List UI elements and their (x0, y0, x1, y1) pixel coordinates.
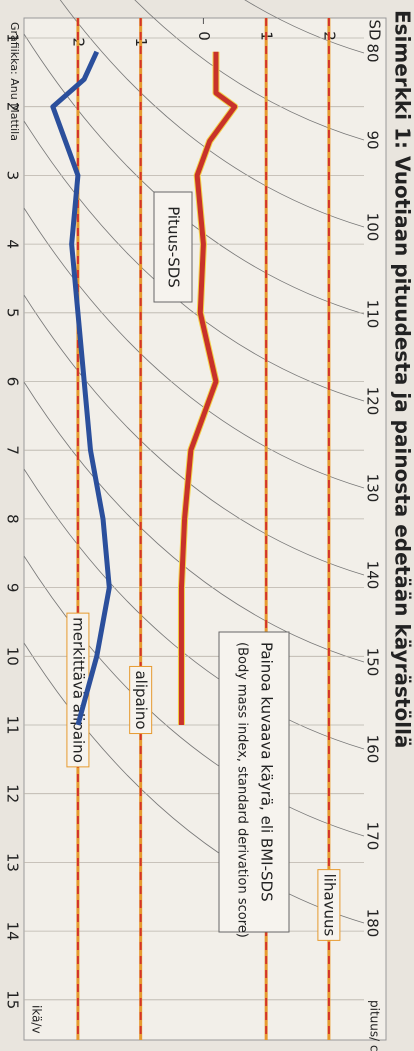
reference-label: alipaino (132, 670, 150, 729)
x-tick-label: 12 (4, 784, 22, 803)
rotated-chart: Esimerkki 1: Vuotiaan pituudesta ja pain… (4, 0, 414, 1051)
height-tick-label: 100 (364, 213, 382, 242)
height-tick-label: 80 (364, 43, 382, 62)
x-tick-label: 4 (4, 239, 22, 249)
plot-area (23, 17, 387, 1041)
credit: Grafiikka: Anu Mattila (8, 22, 21, 141)
height-curve (23, 294, 365, 576)
x-tick-label: 11 (4, 715, 22, 734)
annotation: (Body mass index, standard derivation sc… (235, 642, 250, 938)
height-tick-label: 110 (364, 300, 382, 329)
annotation-box (218, 631, 290, 933)
height-tick-label: 170 (364, 822, 382, 851)
height-curve (23, 207, 365, 489)
x-tick-label: 8 (4, 514, 22, 524)
series-line (178, 51, 238, 725)
x-tick-label: 1 (4, 33, 22, 43)
x-tick-label: 14 (4, 922, 22, 941)
height-curve (23, 0, 365, 141)
x-tick-label: 6 (4, 377, 22, 387)
x-tick-label: 3 (4, 171, 22, 181)
series-line (50, 50, 112, 726)
x-tick-label: 9 (4, 583, 22, 593)
height-label: pituus/ cm (368, 1000, 382, 1051)
height-curve (23, 0, 365, 54)
height-curve (23, 555, 365, 837)
height-curve (23, 642, 365, 924)
height-tick-label: 160 (364, 735, 382, 764)
height-tick-label: 130 (364, 474, 382, 503)
reference-label-box (129, 665, 153, 735)
reference-label: lihavuus (320, 874, 338, 937)
height-tick-label: 140 (364, 561, 382, 590)
y-tick-label: 0 (195, 31, 213, 41)
annotation: Pituus-SDS (165, 206, 183, 288)
height-tick-label: 150 (364, 648, 382, 677)
x-axis-label: ikä/v (30, 1005, 44, 1034)
chart-title: Esimerkki 1: Vuotiaan pituudesta ja pain… (391, 10, 414, 748)
x-tick-label: 5 (4, 308, 22, 318)
height-tick-label: 180 (364, 909, 382, 938)
x-tick-label: 7 (4, 445, 22, 455)
x-tick-label: 10 (4, 647, 22, 666)
x-tick-label: 2 (4, 102, 22, 112)
height-curve (23, 0, 365, 228)
reference-label: merkittävä alipaino (69, 617, 87, 763)
height-tick-label: 90 (364, 130, 382, 149)
annotation-box (153, 191, 193, 303)
y-axis-label: SD (366, 19, 384, 40)
annotation: Painoa kuvaava käyrä, eli BMI-SDS (258, 642, 276, 902)
reference-label-box (317, 869, 341, 941)
height-curve (23, 381, 365, 663)
x-tick-label: 13 (4, 853, 22, 872)
x-tick-label: 15 (4, 990, 22, 1009)
height-tick-label: 120 (364, 387, 382, 416)
